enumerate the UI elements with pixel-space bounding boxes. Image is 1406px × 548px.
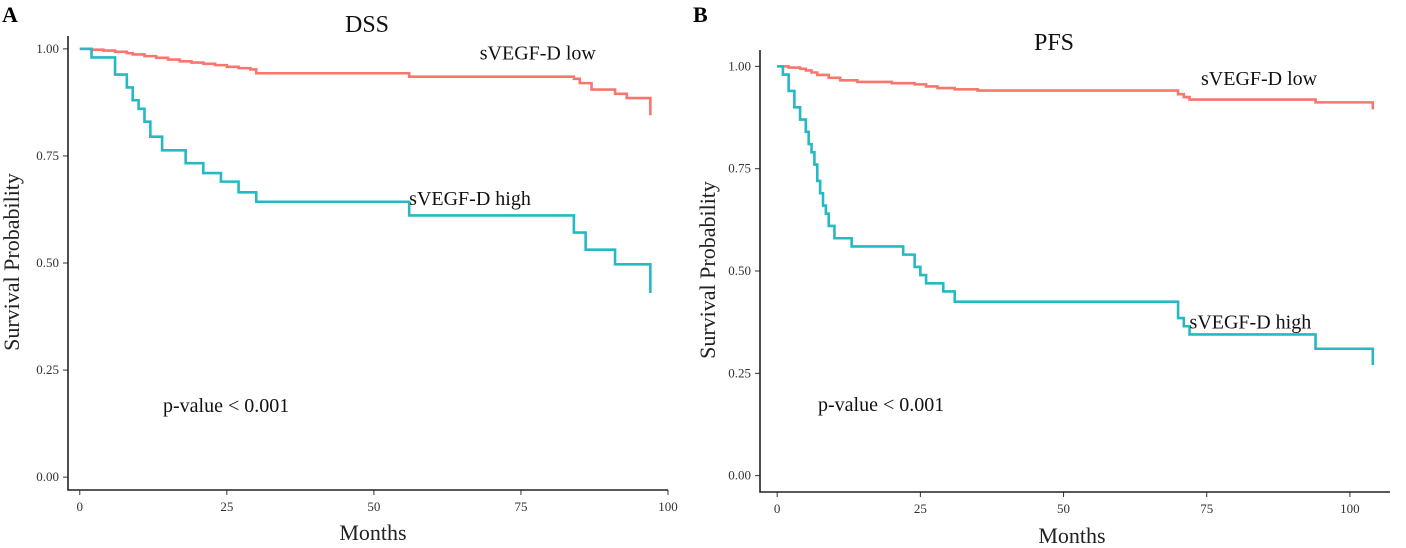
panel-a-y-ticks: 0.00 0.25 0.50 0.75 1.00 <box>36 41 68 484</box>
series-label-low: sVEGF-D low <box>1201 68 1318 90</box>
y-tick-label: 0.25 <box>36 362 59 377</box>
panel-b-x-axis-label: Months <box>1038 523 1105 548</box>
panel-b-curves <box>777 65 1375 366</box>
x-tick-label: 25 <box>220 499 233 514</box>
y-tick-label: 1.00 <box>36 41 59 56</box>
panel-a-series-labels: sVEGF-D low sVEGF-D high <box>409 43 596 211</box>
panel-a-p-value: p-value < 0.001 <box>163 395 289 417</box>
y-tick-label: 0.00 <box>36 469 59 484</box>
panel-a-x-axis-label: Months <box>339 520 406 545</box>
panel-b-series-labels: sVEGF-D low sVEGF-D high <box>1190 68 1318 334</box>
x-tick-label: 0 <box>774 501 781 516</box>
panel-b-letter: B <box>693 2 708 27</box>
survival-curve-high <box>777 65 1375 366</box>
panel-b-title: PFS <box>1034 30 1074 56</box>
y-tick-label: 0.25 <box>728 365 751 380</box>
y-tick-label: 0.50 <box>36 255 59 270</box>
panel-b-p-value: p-value < 0.001 <box>818 394 944 416</box>
panel-b-axes <box>759 50 1390 493</box>
x-tick-label: 100 <box>658 499 678 514</box>
panel-b-y-axis-label: Survival Probability <box>695 181 720 359</box>
y-tick-label: 0.50 <box>728 263 751 278</box>
panel-b-pfs-chart: B PFS Survival Probability Months 0.000.… <box>693 2 1390 548</box>
panel-a-axes <box>67 36 668 491</box>
panel-a-curves <box>79 47 652 293</box>
y-tick-label: 1.00 <box>728 58 751 73</box>
panel-a-x-ticks: 0 25 50 75 100 <box>77 490 678 514</box>
panel-b-y-ticks: 0.00 0.25 0.50 0.75 1.00 <box>728 58 760 483</box>
series-label-low: sVEGF-D low <box>480 43 597 65</box>
panel-a-title: DSS <box>345 12 389 38</box>
series-label-high: sVEGF-D high <box>409 188 531 210</box>
panel-a-dss-chart: A DSS Survival Probability Months 0.000.… <box>0 2 678 545</box>
panel-a-y-axis-label: Survival Probability <box>0 173 24 351</box>
panel-b-x-ticks: 0 25 50 75 100 <box>774 492 1360 516</box>
survival-curve-low <box>79 47 652 116</box>
x-tick-label: 50 <box>1057 501 1070 516</box>
x-tick-label: 100 <box>1340 501 1360 516</box>
y-tick-label: 0.75 <box>728 161 751 176</box>
x-tick-label: 75 <box>1200 501 1213 516</box>
x-tick-label: 25 <box>914 501 927 516</box>
survival-curve-high <box>79 47 652 293</box>
y-tick-label: 0.75 <box>36 148 59 163</box>
series-label-high: sVEGF-D high <box>1190 311 1312 333</box>
x-tick-label: 50 <box>367 499 380 514</box>
x-tick-label: 75 <box>514 499 527 514</box>
y-tick-label: 0.00 <box>728 468 751 483</box>
survival-curve-low <box>777 65 1375 110</box>
panel-a-letter: A <box>2 2 18 27</box>
x-tick-label: 0 <box>77 499 84 514</box>
